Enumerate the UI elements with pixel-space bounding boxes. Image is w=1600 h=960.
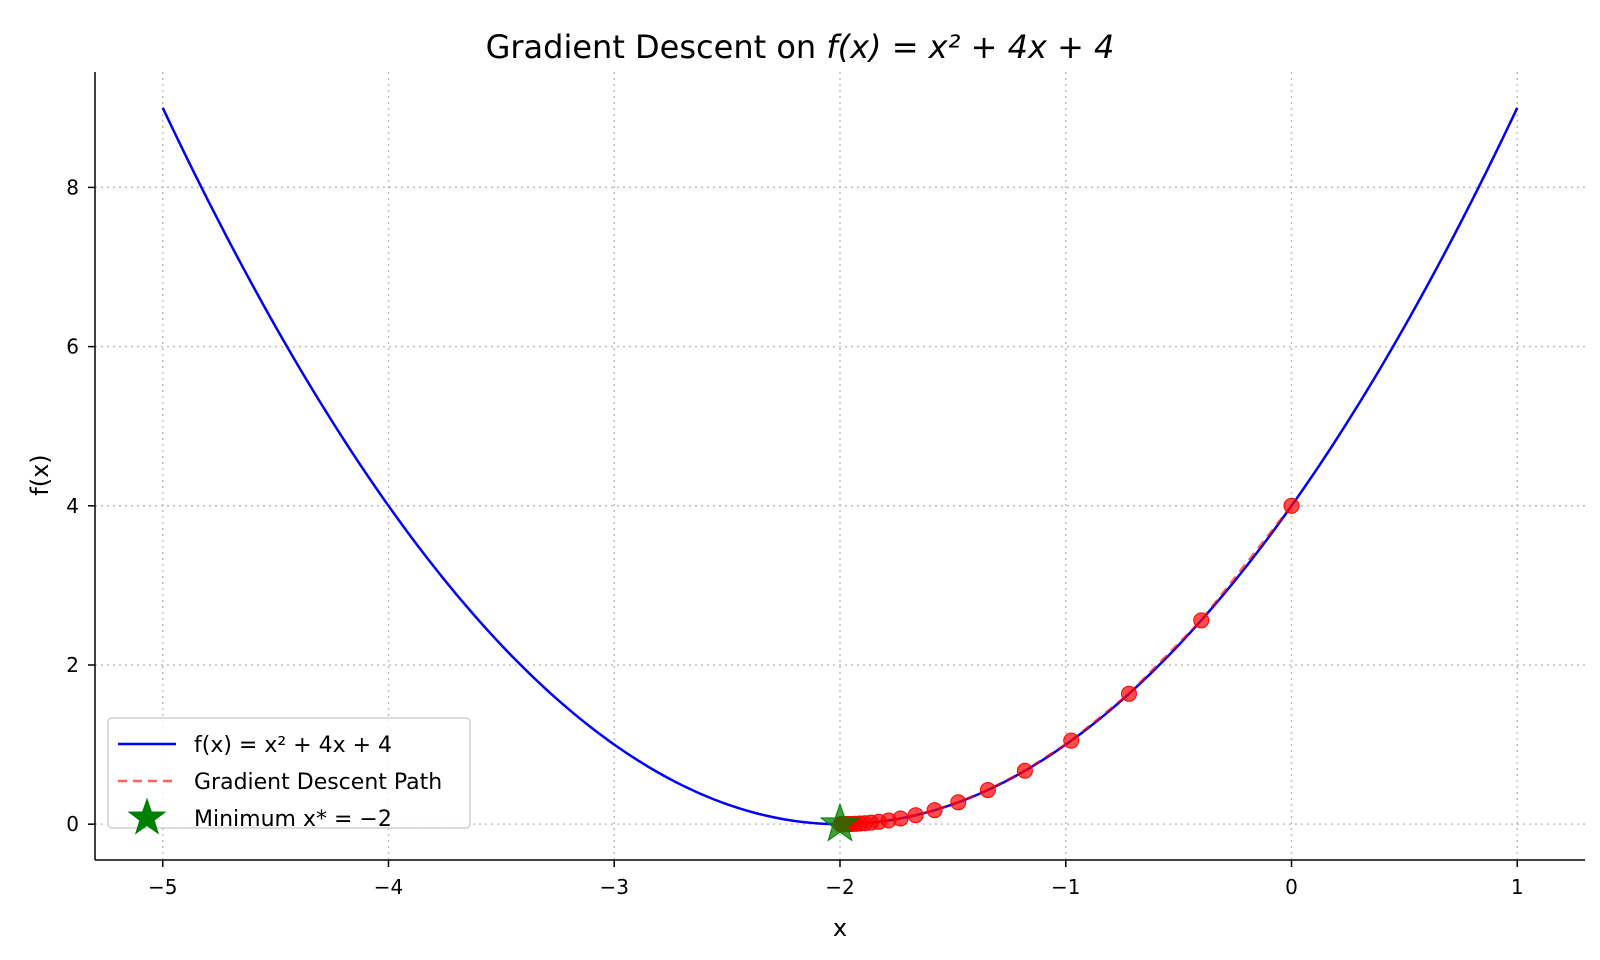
x-tick-label: −3 (600, 875, 629, 899)
gradient-descent-point (1063, 732, 1080, 749)
gradient-descent-point (907, 807, 924, 824)
y-tick-label: 8 (66, 175, 79, 199)
gradient-descent-point (1283, 497, 1300, 514)
minimum-star-marker (819, 802, 861, 842)
y-tick-label: 6 (66, 335, 79, 359)
legend-swatch-star (127, 797, 167, 835)
x-tick-label: −5 (148, 875, 177, 899)
y-tick-label: 0 (66, 812, 79, 836)
legend: f(x) = x² + 4x + 4 Gradient Descent Path M… (107, 717, 471, 835)
x-tick-label: 1 (1511, 875, 1524, 899)
y-axis-label: f(x) (26, 454, 54, 495)
legend-label: Minimum x* = −2 (194, 807, 392, 832)
chart-title-text: Gradient Descent on (486, 28, 827, 66)
chart-title-math: f(x) = x² + 4x + 4 (826, 28, 1114, 66)
y-tick-label: 2 (66, 653, 79, 677)
gradient-descent-point (1120, 685, 1137, 702)
function-curve (161, 107, 1519, 826)
legend-label: Gradient Descent Path (194, 770, 442, 795)
gradient-descent-point (926, 802, 943, 819)
gradient-descent-point (1193, 612, 1210, 629)
gradient-descent-point (1016, 762, 1033, 779)
ticks: −5 −4 −3 −2 −1 0 1 0 2 4 6 8 (66, 175, 1523, 899)
x-tick-label: 0 (1285, 875, 1298, 899)
x-tick-label: −4 (374, 875, 403, 899)
x-axis-label: x (833, 914, 847, 942)
x-tick-label: −1 (1051, 875, 1080, 899)
y-tick-label: 4 (66, 494, 79, 518)
series-layer (161, 107, 1519, 842)
x-tick-label: −2 (825, 875, 854, 899)
gradient-descent-point (979, 782, 996, 799)
legend-label: f(x) = x² + 4x + 4 (194, 733, 392, 758)
gradient-descent-point (950, 794, 967, 811)
legend-box (107, 717, 471, 829)
chart-title: Gradient Descent on f(x) = x² + 4x + 4 (486, 28, 1115, 66)
